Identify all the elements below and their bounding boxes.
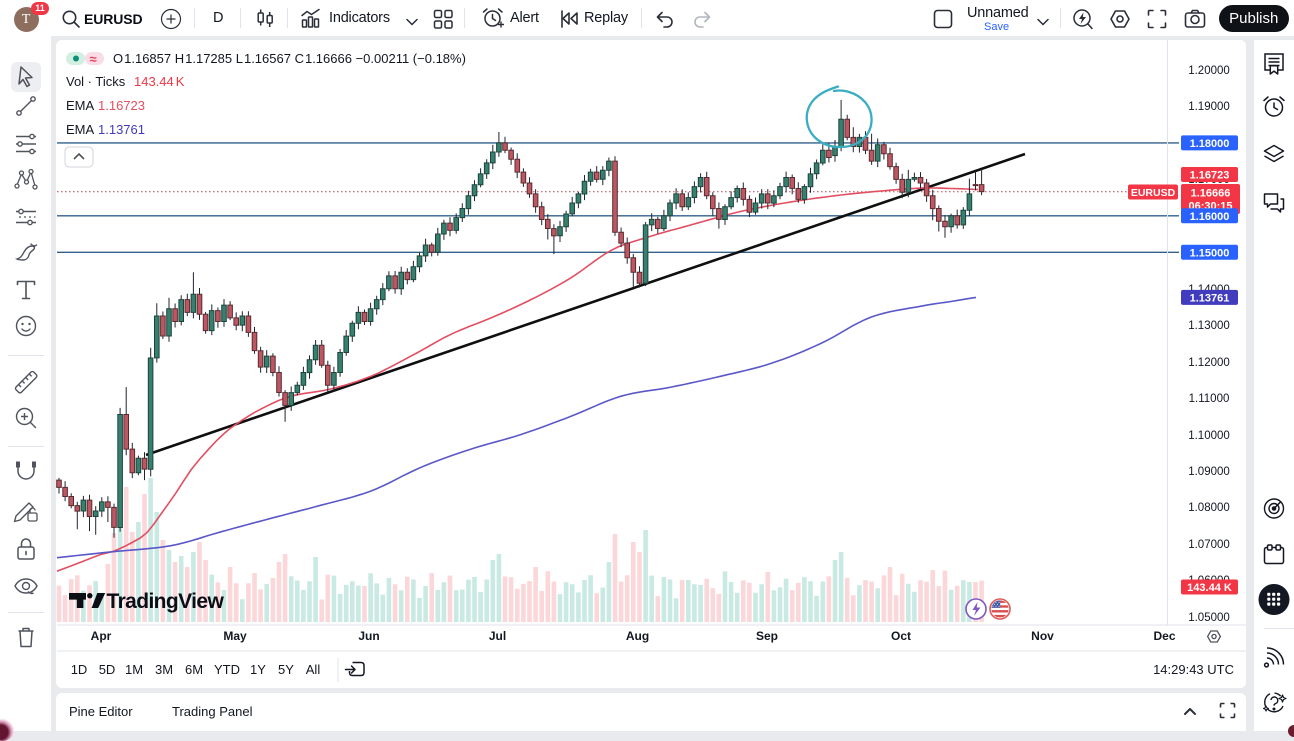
svg-text:O1.16857 H1.17285 L1.16567: O1.16857 H1.17285 L1.16567 C1.16666 −0.0… <box>113 51 466 66</box>
svg-text:Dec: Dec <box>1153 629 1175 643</box>
svg-text:TradingView: TradingView <box>107 590 225 613</box>
svg-text:1.16723: 1.16723 <box>98 98 145 113</box>
svg-text:EMA: EMA <box>66 98 95 113</box>
svg-text:Sep: Sep <box>756 629 778 643</box>
svg-text:5Y: 5Y <box>278 662 294 677</box>
svg-text:May: May <box>223 629 247 643</box>
svg-text:Jul: Jul <box>489 629 506 643</box>
svg-text:6M: 6M <box>185 662 203 677</box>
svg-text:1.16000: 1.16000 <box>1190 211 1230 223</box>
svg-text:1.10000: 1.10000 <box>1188 430 1230 442</box>
svg-text:Vol · Ticks: Vol · Ticks <box>66 74 126 89</box>
svg-text:1.13761: 1.13761 <box>1190 292 1230 304</box>
svg-text:1D: 1D <box>71 662 88 677</box>
svg-text:1.13761: 1.13761 <box>98 122 145 137</box>
svg-text:1.08000: 1.08000 <box>1188 502 1230 514</box>
svg-text:5D: 5D <box>99 662 116 677</box>
svg-text:1.05000: 1.05000 <box>1188 612 1230 624</box>
svg-text:143.44K: 143.44 K <box>134 74 185 89</box>
svg-text:Nov: Nov <box>1031 629 1054 643</box>
svg-text:EURUSD: EURUSD <box>1131 187 1176 199</box>
svg-text:1.20000: 1.20000 <box>1188 65 1230 77</box>
svg-text:All: All <box>306 662 321 677</box>
svg-text:1.15000: 1.15000 <box>1190 247 1230 259</box>
svg-text:Aug: Aug <box>626 629 649 643</box>
svg-text:1M: 1M <box>125 662 143 677</box>
svg-text:YTD: YTD <box>214 662 240 677</box>
svg-text:Oct: Oct <box>891 629 911 643</box>
svg-text:1.19000: 1.19000 <box>1188 101 1230 113</box>
svg-text:Apr: Apr <box>91 629 112 643</box>
svg-text:1.18000: 1.18000 <box>1190 138 1230 150</box>
svg-text:1.09000: 1.09000 <box>1188 466 1230 478</box>
svg-text:1.11000: 1.11000 <box>1189 393 1230 405</box>
svg-text:143.44 K: 143.44 K <box>1187 582 1232 594</box>
svg-text:14:29:43 UTC: 14:29:43 UTC <box>1153 662 1234 677</box>
svg-text:≈: ≈ <box>90 52 97 67</box>
svg-text:1.13000: 1.13000 <box>1188 320 1230 332</box>
svg-text:Jun: Jun <box>358 629 379 643</box>
svg-text:1.07000: 1.07000 <box>1188 539 1230 551</box>
svg-text:1Y: 1Y <box>250 662 266 677</box>
svg-text:EMA: EMA <box>66 122 95 137</box>
svg-text:1.12000: 1.12000 <box>1188 357 1230 369</box>
svg-text:1.16666: 1.16666 <box>1191 187 1231 199</box>
svg-text:3M: 3M <box>155 662 173 677</box>
svg-text:1.16723: 1.16723 <box>1190 170 1230 182</box>
